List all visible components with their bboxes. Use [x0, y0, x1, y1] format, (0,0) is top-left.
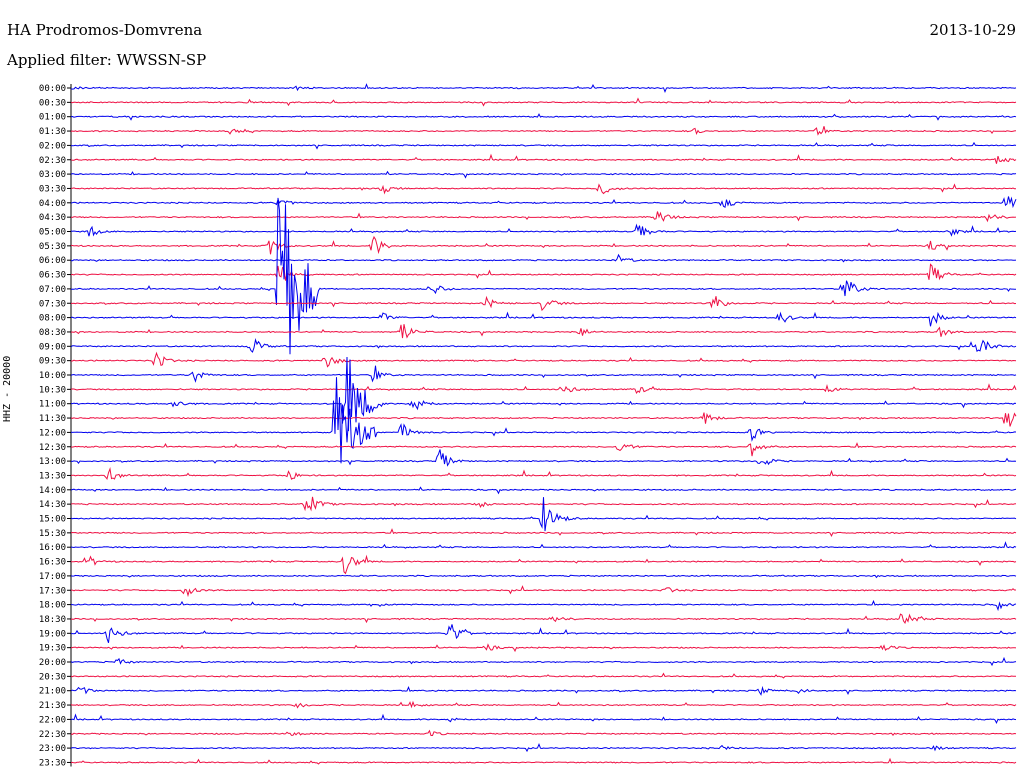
seismic-trace — [70, 253, 1017, 263]
seismic-trace — [70, 126, 1017, 136]
seismic-trace — [70, 466, 1017, 481]
seismic-trace — [70, 311, 1017, 327]
seismic-trace — [70, 412, 1017, 427]
time-tick-label: 17:30 — [39, 586, 66, 596]
time-tick-label: 14:00 — [39, 486, 66, 496]
time-tick-label: 19:30 — [39, 644, 66, 654]
seismic-trace — [71, 624, 1017, 643]
seismic-trace — [70, 656, 1017, 667]
seismic-trace — [70, 613, 1017, 624]
seismic-trace — [70, 223, 1017, 237]
time-tick-label: 18:30 — [39, 615, 66, 625]
time-tick-label: 19:00 — [39, 629, 66, 639]
time-tick-label: 18:00 — [39, 601, 66, 611]
plot-date: 2013-10-29 — [929, 21, 1016, 39]
seismic-trace — [70, 442, 1017, 457]
seismic-trace — [70, 113, 1017, 121]
seismic-trace — [70, 365, 1017, 383]
seismic-trace — [70, 643, 1017, 653]
seismic-trace — [70, 729, 1017, 737]
time-tick-label: 12:30 — [39, 443, 66, 453]
seismic-trace — [71, 449, 1017, 467]
seismic-trace — [70, 742, 1017, 753]
seismic-trace — [70, 97, 1017, 107]
time-tick-label: 03:00 — [39, 170, 66, 180]
seismic-trace — [70, 685, 1017, 696]
time-tick-label: 20:00 — [39, 658, 66, 668]
seismic-trace — [70, 497, 1017, 532]
time-tick-label: 01:30 — [39, 127, 66, 137]
seismic-trace — [70, 486, 1017, 495]
time-tick-label: 08:30 — [39, 328, 66, 338]
seismic-trace — [70, 235, 1017, 255]
time-tick-label: 02:00 — [39, 141, 66, 151]
seismic-trace — [70, 153, 1017, 164]
time-tick-label: 13:00 — [39, 457, 66, 467]
time-tick-label: 08:00 — [39, 314, 66, 324]
seismic-trace — [70, 263, 1017, 281]
time-tick-label: 00:30 — [39, 98, 66, 108]
seismic-trace — [70, 554, 1017, 575]
seismic-trace — [70, 295, 1017, 312]
time-tick-label: 15:00 — [39, 515, 66, 525]
time-tick-label: 16:30 — [39, 558, 66, 568]
time-tick-label: 09:00 — [39, 342, 66, 352]
time-tick-label: 15:30 — [39, 529, 66, 539]
time-tick-label: 10:00 — [39, 371, 66, 381]
seismic-trace — [70, 713, 1017, 724]
time-tick-label: 04:00 — [39, 199, 66, 209]
filter-label: Applied filter: WWSSN-SP — [7, 51, 207, 69]
seismic-trace — [70, 574, 1017, 579]
time-tick-label: 17:00 — [39, 572, 66, 582]
time-tick-label: 06:00 — [39, 256, 66, 266]
seismic-trace — [70, 599, 1017, 612]
seismic-trace — [71, 356, 1017, 432]
seismic-trace — [70, 196, 1017, 209]
seismic-trace — [70, 211, 1017, 223]
time-tick-label: 23:30 — [39, 758, 66, 768]
time-tick-label: 22:00 — [39, 715, 66, 725]
time-tick-label: 07:30 — [39, 299, 66, 309]
seismic-trace — [71, 351, 1017, 368]
time-tick-label: 21:00 — [39, 687, 66, 697]
time-tick-label: 13:30 — [39, 471, 66, 481]
seismic-trace — [70, 672, 1017, 679]
seismic-trace — [70, 83, 1017, 94]
time-tick-label: 01:00 — [39, 113, 66, 123]
seismic-trace — [70, 757, 1017, 765]
time-tick-label: 12:00 — [39, 428, 66, 438]
seismic-trace — [70, 541, 1017, 549]
time-tick-label: 09:30 — [39, 357, 66, 367]
seismic-trace — [70, 585, 1016, 598]
seismic-trace — [70, 183, 1017, 195]
time-tick-label: 04:30 — [39, 213, 66, 223]
time-tick-label: 21:30 — [39, 701, 66, 711]
seismic-trace — [70, 197, 1016, 355]
seismic-trace — [70, 700, 1017, 709]
seismic-trace — [70, 528, 1017, 538]
time-tick-label: 03:30 — [39, 184, 66, 194]
time-tick-label: 07:00 — [39, 285, 66, 295]
time-tick-label: 05:00 — [39, 228, 66, 238]
time-tick-label: 11:00 — [39, 400, 66, 410]
seismic-trace — [70, 383, 1017, 394]
seismic-trace — [70, 324, 1017, 339]
time-tick-label: 20:30 — [39, 672, 66, 682]
time-tick-label: 02:30 — [39, 156, 66, 166]
time-tick-label: 10:30 — [39, 385, 66, 395]
seismic-trace — [70, 170, 1017, 179]
time-tick-label: 23:00 — [39, 744, 66, 754]
time-tick-label: 14:30 — [39, 500, 66, 510]
seismic-trace — [70, 338, 1017, 353]
time-tick-label: 11:30 — [39, 414, 66, 424]
time-tick-label: 00:00 — [39, 84, 66, 94]
time-tick-label: 06:30 — [39, 271, 66, 281]
time-tick-label: 22:30 — [39, 730, 66, 740]
seismic-trace — [70, 141, 1017, 150]
time-tick-label: 05:30 — [39, 242, 66, 252]
time-tick-label: 16:00 — [39, 543, 66, 553]
station-title: HA Prodromos-Domvrena — [7, 21, 203, 39]
seismic-trace — [70, 377, 1017, 464]
